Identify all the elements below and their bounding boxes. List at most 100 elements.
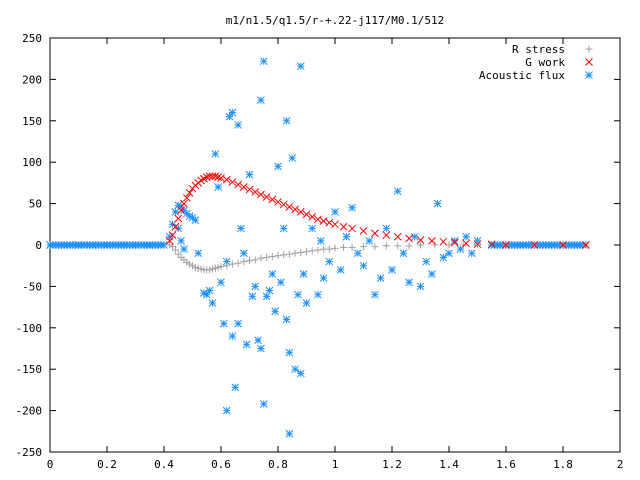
data-point — [202, 290, 211, 299]
data-point — [416, 282, 425, 291]
data-point — [251, 256, 259, 264]
data-point — [279, 200, 288, 209]
data-point — [428, 237, 436, 245]
y-tick-label: -250 — [16, 446, 43, 459]
data-point — [231, 383, 240, 392]
data-point — [197, 265, 205, 273]
data-point — [319, 217, 328, 225]
data-point — [234, 319, 242, 328]
x-tick-label: 1 — [332, 458, 339, 471]
data-point — [214, 173, 223, 181]
data-point — [205, 286, 214, 295]
data-point — [325, 257, 334, 266]
legend-marker — [585, 45, 593, 53]
y-tick-label: 100 — [22, 156, 42, 169]
data-point — [160, 241, 168, 249]
data-point — [228, 108, 237, 117]
data-point — [405, 242, 413, 250]
data-point — [228, 260, 236, 268]
data-point — [291, 365, 299, 374]
x-tick-label: 1.4 — [439, 458, 459, 471]
data-point — [242, 340, 251, 349]
data-point — [279, 224, 288, 233]
data-point — [299, 270, 308, 278]
data-point — [268, 270, 277, 278]
series-g-work — [165, 172, 590, 249]
data-point — [422, 257, 431, 266]
y-tick-label: 0 — [35, 239, 42, 252]
data-point — [316, 237, 325, 245]
data-point — [399, 249, 408, 258]
data-point — [342, 232, 351, 241]
data-point — [388, 265, 396, 274]
y-tick-label: 250 — [22, 32, 42, 45]
y-tick-label: 150 — [22, 115, 42, 128]
data-point — [502, 241, 510, 249]
data-point — [191, 263, 199, 271]
data-point — [302, 299, 311, 307]
data-point — [194, 264, 202, 272]
data-point — [171, 208, 180, 216]
data-point — [174, 224, 183, 233]
data-point — [462, 239, 470, 248]
legend-marker — [585, 71, 593, 79]
data-point — [257, 96, 265, 104]
data-point — [376, 274, 385, 282]
data-point — [251, 282, 260, 291]
data-point — [450, 237, 459, 245]
data-point — [348, 203, 356, 212]
data-point — [331, 244, 339, 252]
data-point — [205, 172, 214, 181]
data-point — [222, 175, 231, 184]
x-tick-label: 0.8 — [268, 458, 288, 471]
data-point — [296, 62, 305, 71]
data-point — [459, 241, 467, 249]
data-point — [182, 193, 191, 202]
data-point — [416, 236, 425, 244]
data-point — [573, 241, 582, 249]
data-point — [259, 57, 268, 66]
data-point — [302, 210, 311, 219]
data-point — [487, 241, 496, 249]
data-point — [171, 246, 179, 254]
data-point — [353, 249, 362, 258]
data-point — [145, 241, 154, 249]
data-point — [285, 429, 294, 438]
data-point — [248, 292, 257, 301]
data-point — [217, 174, 225, 182]
x-tick-label: 1.8 — [553, 458, 573, 471]
data-point — [257, 254, 265, 262]
data-point — [291, 205, 299, 214]
chart-title: m1/n1.5/q1.5/r-+.22-j117/M0.1/512 — [226, 14, 445, 27]
x-tick-label: 1.2 — [382, 458, 402, 471]
data-point — [257, 344, 265, 353]
data-point — [417, 241, 424, 249]
data-point — [174, 214, 183, 223]
data-point — [214, 183, 223, 191]
data-point — [308, 212, 317, 221]
data-point — [88, 241, 97, 249]
series-acoustic-flux — [46, 57, 590, 438]
data-point — [405, 234, 413, 243]
legend-label: R stress — [512, 43, 565, 56]
data-point — [217, 263, 225, 271]
data-point — [336, 265, 345, 274]
data-point — [240, 258, 248, 266]
data-point — [296, 369, 305, 378]
data-point — [285, 203, 294, 211]
data-point — [365, 237, 374, 245]
data-point — [325, 245, 333, 253]
data-point — [225, 112, 234, 121]
data-point — [371, 229, 379, 238]
data-point — [251, 188, 260, 196]
data-point — [223, 262, 231, 270]
y-tick-label: 200 — [22, 73, 42, 86]
data-point — [462, 232, 470, 241]
data-point — [439, 253, 448, 262]
data-point — [276, 278, 285, 287]
data-point — [189, 262, 196, 270]
data-point — [60, 241, 69, 249]
data-point — [450, 238, 459, 247]
axes: 0 0.2 0.4 0.6 0.8 1 1.2 1.4 1.6 1.8 2 -250 -200 -150 -… — [16, 32, 624, 471]
data-point — [581, 241, 590, 249]
